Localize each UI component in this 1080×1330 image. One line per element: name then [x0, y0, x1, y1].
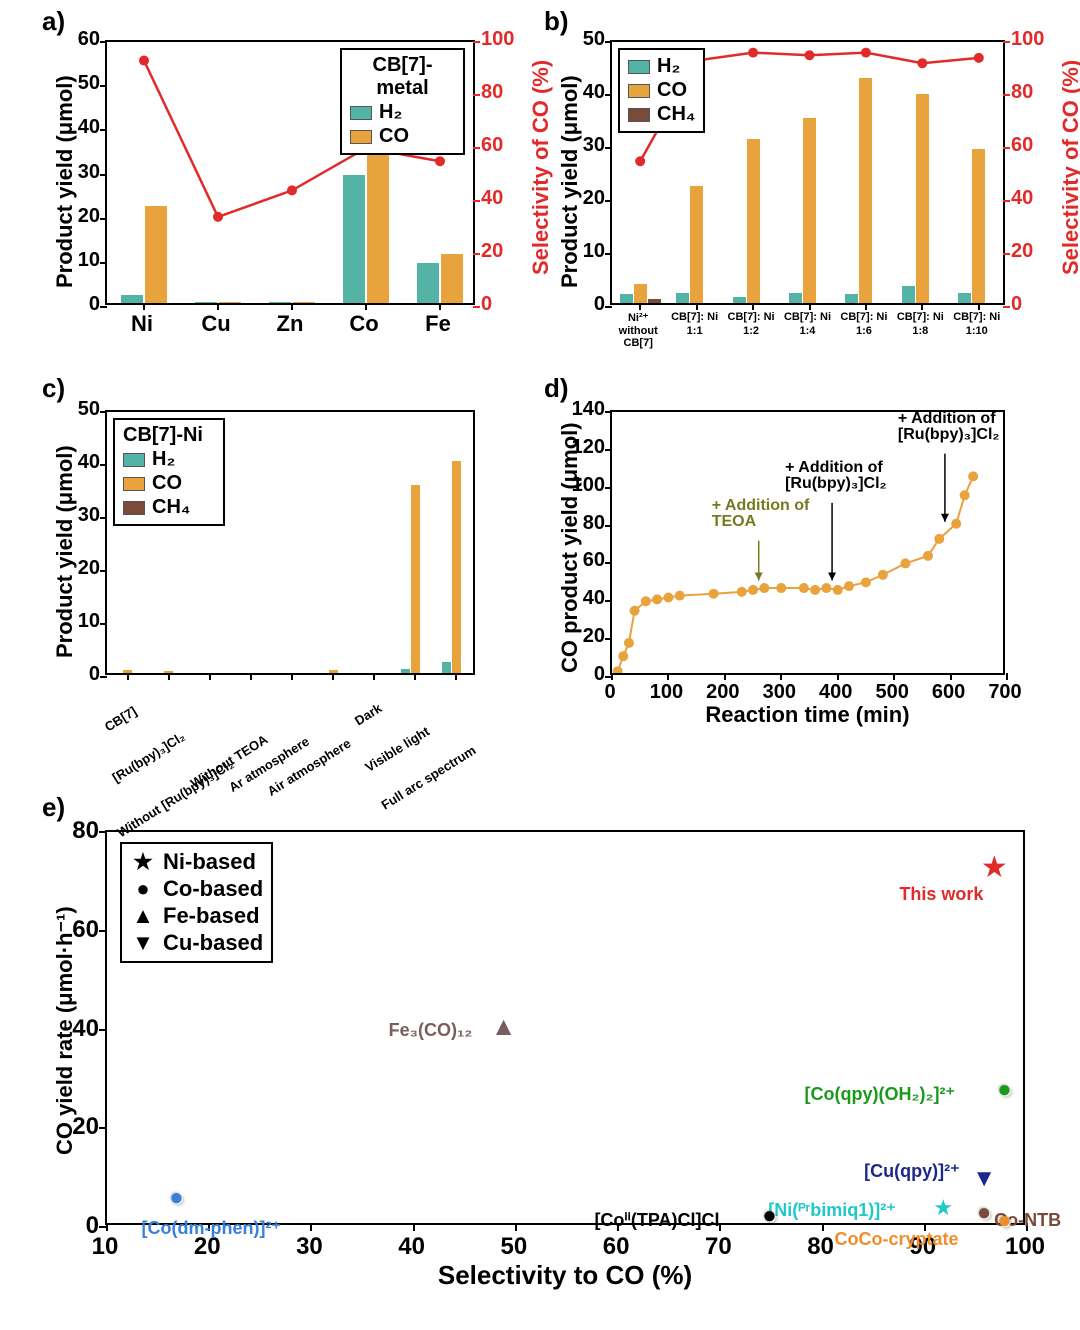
panel-b-yright-label: Selectivity of CO (%) — [1058, 60, 1080, 275]
panel-b-label: b) — [544, 6, 569, 37]
panel-a-label: a) — [42, 6, 65, 37]
panel-a-yright-label: Selectivity of CO (%) — [528, 60, 554, 275]
panel-d-x-label: Reaction time (min) — [610, 702, 1005, 728]
panel-e-label: e) — [42, 792, 65, 823]
panel-e-x-label: Selectivity to CO (%) — [105, 1260, 1025, 1291]
panel-c-label: c) — [42, 373, 65, 404]
panel-d-plot — [610, 410, 1005, 675]
